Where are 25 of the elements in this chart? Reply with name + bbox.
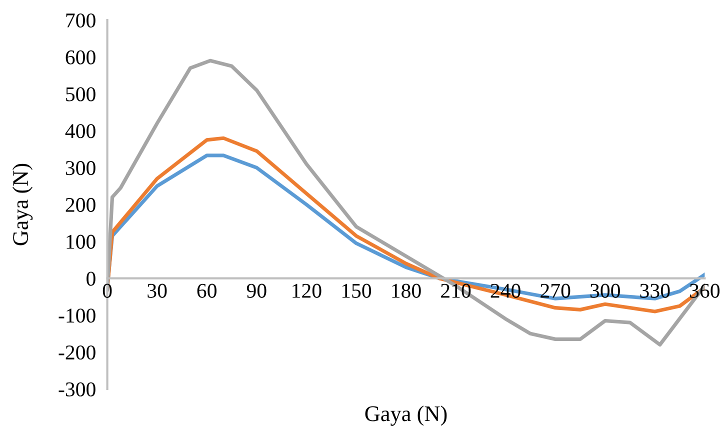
y-tick-label: -200 <box>58 345 96 360</box>
x-tick-label: 240 <box>490 284 520 298</box>
y-tick-label: 0 <box>86 272 96 286</box>
y-tick-label: -100 <box>58 308 96 323</box>
x-tick-label: 270 <box>540 284 570 298</box>
x-axis-title: Gaya (N) <box>365 406 447 426</box>
x-tick-label: 150 <box>342 284 372 298</box>
x-tick-label: 330 <box>640 284 670 298</box>
x-tick-label: 60 <box>197 284 216 298</box>
x-tick-label: 120 <box>292 284 322 298</box>
x-tick-label: 30 <box>148 284 167 298</box>
x-tick-label: 0 <box>102 284 112 298</box>
y-tick-label: -300 <box>58 382 96 396</box>
y-tick-label: 600 <box>66 50 96 64</box>
x-tick-label: 360 <box>690 284 720 298</box>
y-tick-label: 100 <box>66 234 96 249</box>
x-tick-label: 210 <box>441 284 471 298</box>
y-tick-label: 300 <box>66 161 96 176</box>
y-tick-label: 500 <box>66 87 96 102</box>
x-tick-label: 180 <box>392 284 421 298</box>
y-tick-label: 700 <box>66 13 96 28</box>
y-axis-title: Gaya (N) <box>12 164 33 246</box>
x-tick-label: 90 <box>246 284 266 298</box>
y-tick-label: 400 <box>65 124 96 138</box>
y-tick-label: 200 <box>66 198 96 212</box>
